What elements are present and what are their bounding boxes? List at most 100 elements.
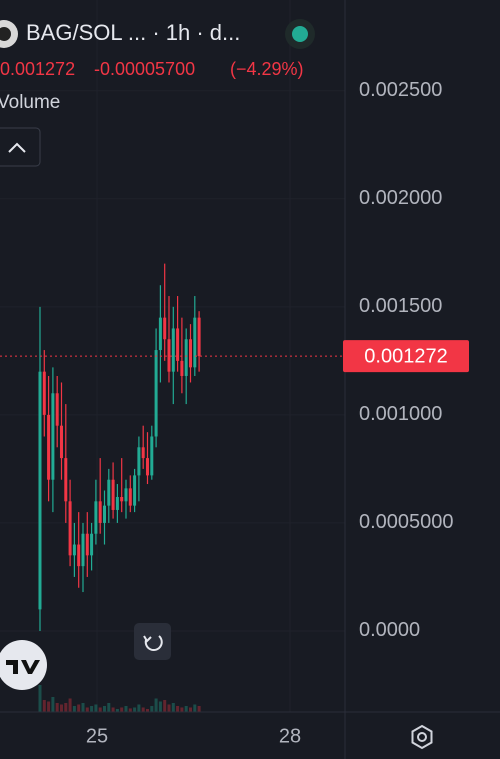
candle-body (176, 328, 180, 361)
candle-body (184, 339, 188, 376)
y-tick-label: 0.001500 (359, 295, 442, 317)
candle-body (163, 317, 167, 340)
candle-body (150, 436, 154, 476)
grid: 0.0000 0.0005000 0.001000 0.001500 0.002000 0… (85, 79, 454, 748)
volume-bar (188, 707, 193, 712)
tv-logo-mark (6, 660, 40, 674)
volume-bar (42, 700, 46, 712)
volume-bar (145, 709, 149, 712)
candles (38, 263, 201, 712)
volume-bar (115, 709, 119, 712)
volume-bar (163, 700, 167, 712)
volume-bar (171, 703, 175, 712)
volume-bar (158, 701, 162, 712)
volume-bar (94, 704, 98, 712)
volume-bar (133, 707, 137, 712)
candle-body (38, 371, 42, 610)
candle-body (120, 496, 124, 502)
candle-body (55, 393, 59, 426)
y-tick-label: 0.0000 (359, 619, 420, 641)
candle-body (128, 488, 132, 506)
candle-body (59, 425, 63, 459)
volume-bar (38, 685, 42, 712)
price-change: -0.00005700 (94, 59, 195, 79)
volume-bar (102, 706, 106, 712)
price-change-pct: (−4.29%) (230, 59, 304, 79)
volume-bar (55, 703, 59, 712)
settings-center (417, 732, 427, 742)
candle-body (77, 544, 81, 567)
volume-bar (180, 707, 184, 712)
volume-bar (184, 706, 188, 712)
volume-bar (120, 707, 124, 712)
x-tick-label: 25 (86, 725, 108, 747)
tv-logo[interactable] (0, 640, 47, 690)
volume-bar (68, 698, 72, 712)
volume-bar (176, 706, 180, 712)
candle-body (133, 475, 137, 506)
volume-bar (51, 697, 55, 712)
candle-body (102, 505, 106, 523)
candle-body (167, 339, 171, 372)
candle-body (98, 501, 102, 523)
y-tick-label: 0.0005000 (359, 511, 454, 533)
candle-body (90, 533, 94, 556)
candle-body (137, 447, 141, 476)
volume-bar (77, 704, 81, 712)
volume-bar (81, 703, 85, 712)
candle-body (47, 414, 51, 480)
last-price: 0.001272 (0, 59, 75, 79)
settings-hex (411, 724, 433, 750)
candle-body (72, 544, 76, 556)
x-tick-label: 28 (279, 725, 301, 747)
last-price-label: 0.001272 (364, 345, 447, 367)
overlay: 0.001272 (0, 340, 469, 373)
candle-body (94, 501, 98, 534)
y-tick-label: 0.002500 (359, 79, 442, 101)
volume-bar (124, 706, 128, 712)
volume-bar (90, 706, 94, 712)
volume-bar (98, 707, 102, 712)
symbol-title[interactable]: BAG/SOL ... · 1h · d... (26, 20, 240, 45)
volume-bar (111, 707, 115, 712)
settings-icon[interactable] (411, 724, 433, 750)
candle-body (197, 317, 201, 357)
reset-icon (144, 635, 163, 651)
indicator-label[interactable]: Volume (0, 92, 60, 113)
symbol-logo (0, 27, 11, 41)
status-dot (292, 26, 308, 42)
candle-body (124, 488, 128, 502)
volume-bar (154, 698, 158, 712)
volume-bar (107, 703, 111, 712)
reset-icon (143, 635, 152, 643)
volume-bar (47, 701, 51, 712)
reset-button[interactable] (134, 623, 171, 660)
volume-bar (141, 707, 145, 712)
candle-body (145, 458, 149, 476)
last-price-badge (343, 340, 469, 373)
y-tick-label: 0.002000 (359, 187, 442, 209)
volume-bar (85, 707, 89, 712)
volume-bar (197, 706, 201, 712)
candle-body (193, 317, 197, 368)
volume-bar (64, 703, 68, 712)
candle-body (51, 393, 55, 480)
candle-body (68, 501, 72, 556)
candle-body (85, 533, 89, 556)
y-tick-label: 0.001000 (359, 403, 442, 425)
candle-body (154, 350, 158, 437)
volume-bar (150, 706, 154, 712)
candle-body (115, 496, 119, 510)
candle-body (107, 479, 111, 506)
volume-bar (193, 704, 197, 712)
candle-body (42, 371, 46, 415)
candle-body (188, 339, 193, 368)
candle-body (111, 479, 115, 510)
candle-body (158, 317, 162, 351)
volume-bar (59, 704, 63, 712)
candle-body (171, 328, 175, 372)
collapse-icon (8, 142, 26, 153)
